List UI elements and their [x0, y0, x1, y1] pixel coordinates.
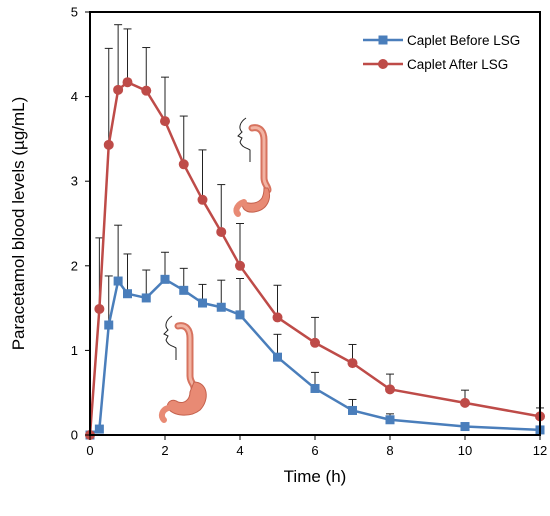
data-point: [160, 116, 170, 127]
legend-marker: [378, 35, 388, 45]
y-tick-label: 2: [71, 258, 78, 273]
x-tick-label: 8: [386, 443, 393, 458]
data-point: [460, 397, 470, 408]
x-tick-label: 0: [86, 443, 93, 458]
data-point: [198, 298, 207, 308]
data-point: [385, 415, 395, 425]
sleeve-stomach-illustration: [233, 117, 272, 217]
x-tick-label: 12: [533, 443, 547, 458]
data-point: [197, 194, 208, 205]
y-axis-title: Paracetamol blood levels (µg/mL): [9, 97, 28, 351]
data-point: [160, 274, 170, 284]
data-point: [141, 85, 152, 96]
data-point: [94, 424, 104, 434]
data-point: [273, 352, 282, 362]
data-point: [141, 293, 151, 303]
x-tick-label: 4: [236, 443, 243, 458]
y-tick-label: 4: [71, 89, 78, 104]
data-point: [178, 159, 189, 170]
data-point: [310, 383, 320, 393]
data-point: [310, 337, 320, 348]
series-markers: [85, 77, 545, 440]
y-tick-label: 0: [71, 428, 78, 443]
stomach-illustration: [158, 315, 207, 423]
legend-label: Caplet After LSG: [407, 57, 508, 72]
x-tick-label: 6: [311, 443, 318, 458]
y-tick-label: 1: [71, 343, 78, 358]
data-point: [235, 260, 245, 271]
data-point: [348, 405, 357, 415]
data-point: [385, 384, 395, 395]
x-tick-label: 10: [458, 443, 472, 458]
data-point: [347, 358, 358, 369]
data-point: [235, 310, 245, 320]
data-point: [179, 285, 189, 295]
y-tick-label: 5: [71, 5, 78, 20]
series-line-0: [89, 278, 541, 437]
data-point: [113, 84, 124, 95]
data-point: [113, 276, 123, 286]
data-point: [94, 303, 105, 314]
legend-marker: [378, 59, 388, 69]
x-axis-title: Time (h): [284, 467, 347, 486]
legend-label: Caplet Before LSG: [407, 33, 520, 48]
error-bars: [95, 24, 544, 430]
data-point: [122, 77, 133, 88]
data-point: [460, 422, 470, 432]
plot-frame: [89, 11, 541, 436]
stomach-illustrations: [158, 117, 272, 423]
data-point: [103, 139, 114, 150]
legend: Caplet Before LSG Caplet After LSG: [363, 33, 520, 72]
data-point: [123, 289, 132, 299]
data-point: [216, 226, 227, 237]
x-tick-label: 2: [161, 443, 168, 458]
y-tick-label: 3: [71, 174, 78, 189]
data-point: [104, 320, 114, 330]
data-point: [216, 302, 226, 312]
data-point: [272, 312, 283, 323]
